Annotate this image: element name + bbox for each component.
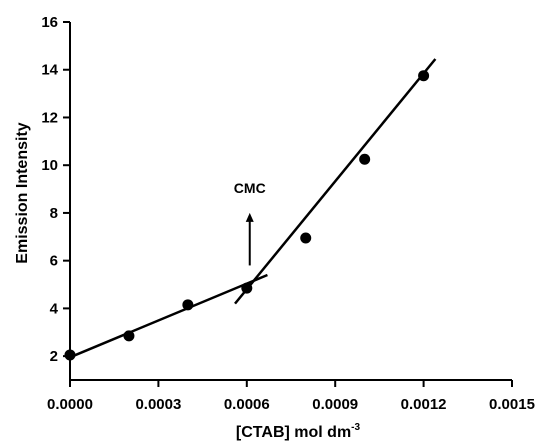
cmc-annotation: CMC	[234, 180, 266, 266]
data-point	[359, 153, 371, 165]
y-tick-label: 2	[50, 348, 58, 365]
fit-line	[69, 273, 268, 359]
x-tick-label: 0.0003	[135, 396, 181, 413]
y-tick-label: 10	[41, 157, 58, 174]
y-ticks: 2 4 6 8 10 12 14 16	[41, 14, 70, 365]
data-point	[418, 70, 430, 82]
x-tick-label: 0.0009	[312, 396, 358, 413]
y-tick-label: 6	[50, 253, 58, 270]
data-point	[123, 330, 135, 342]
axes	[69, 22, 512, 381]
x-ticks: 0.0000 0.0003 0.0006 0.0009 0.0012 0.0015	[47, 380, 535, 413]
data-points	[64, 70, 430, 361]
cmc-label: CMC	[234, 180, 266, 196]
data-point	[182, 299, 194, 311]
y-tick-label: 8	[50, 205, 58, 222]
fit-lines	[69, 58, 437, 359]
data-point	[300, 232, 312, 244]
x-tick-label: 0.0000	[47, 396, 93, 413]
x-tick-label: 0.0012	[401, 396, 447, 413]
x-axis-title: [CTAB] mol dm-3	[236, 422, 361, 441]
y-tick-label: 16	[41, 14, 58, 31]
data-point	[64, 349, 76, 361]
y-tick-label: 14	[41, 62, 58, 79]
x-tick-label: 0.0015	[489, 396, 535, 413]
y-axis-title: Emission Intensity	[14, 122, 31, 263]
x-axis-title-superscript: -3	[351, 422, 360, 433]
y-tick-label: 4	[50, 300, 59, 317]
x-tick-label: 0.0006	[224, 396, 270, 413]
fit-line	[234, 58, 437, 305]
cmc-arrow-head	[245, 212, 254, 222]
data-point	[241, 282, 253, 294]
y-tick-label: 12	[41, 109, 58, 126]
